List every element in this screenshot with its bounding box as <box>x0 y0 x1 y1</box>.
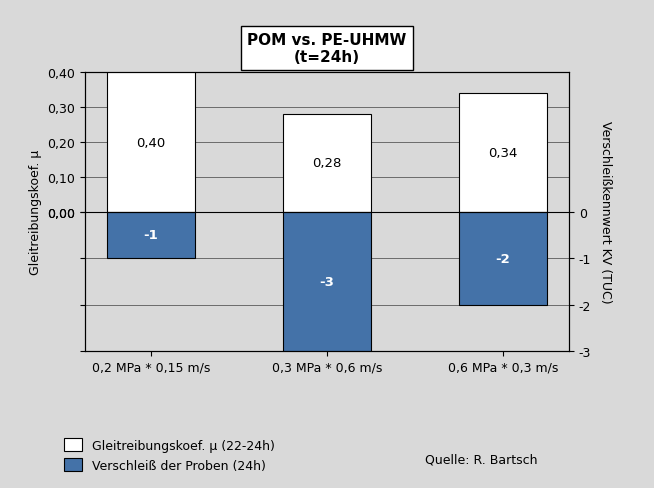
Text: 0,34: 0,34 <box>489 147 518 160</box>
Bar <box>459 212 547 305</box>
Bar <box>107 73 195 212</box>
Text: 0,40: 0,40 <box>137 136 165 149</box>
Text: 0,28: 0,28 <box>313 157 341 170</box>
Text: -3: -3 <box>320 275 334 288</box>
Y-axis label: Verschleißkennwert KV (TUC): Verschleißkennwert KV (TUC) <box>600 121 612 304</box>
Y-axis label: Gleitreibungskoef. μ: Gleitreibungskoef. μ <box>29 150 42 275</box>
Title: POM vs. PE-UHMW
(t=24h): POM vs. PE-UHMW (t=24h) <box>247 33 407 65</box>
Bar <box>283 115 371 212</box>
Legend: Gleitreibungskoef. μ (22-24h), Verschleiß der Proben (24h): Gleitreibungskoef. μ (22-24h), Verschlei… <box>59 433 280 477</box>
Text: Quelle: R. Bartsch: Quelle: R. Bartsch <box>425 452 538 465</box>
Bar <box>283 212 371 351</box>
Text: -1: -1 <box>144 229 158 242</box>
Bar <box>459 94 547 212</box>
Text: -2: -2 <box>496 252 510 265</box>
Bar <box>107 212 195 259</box>
